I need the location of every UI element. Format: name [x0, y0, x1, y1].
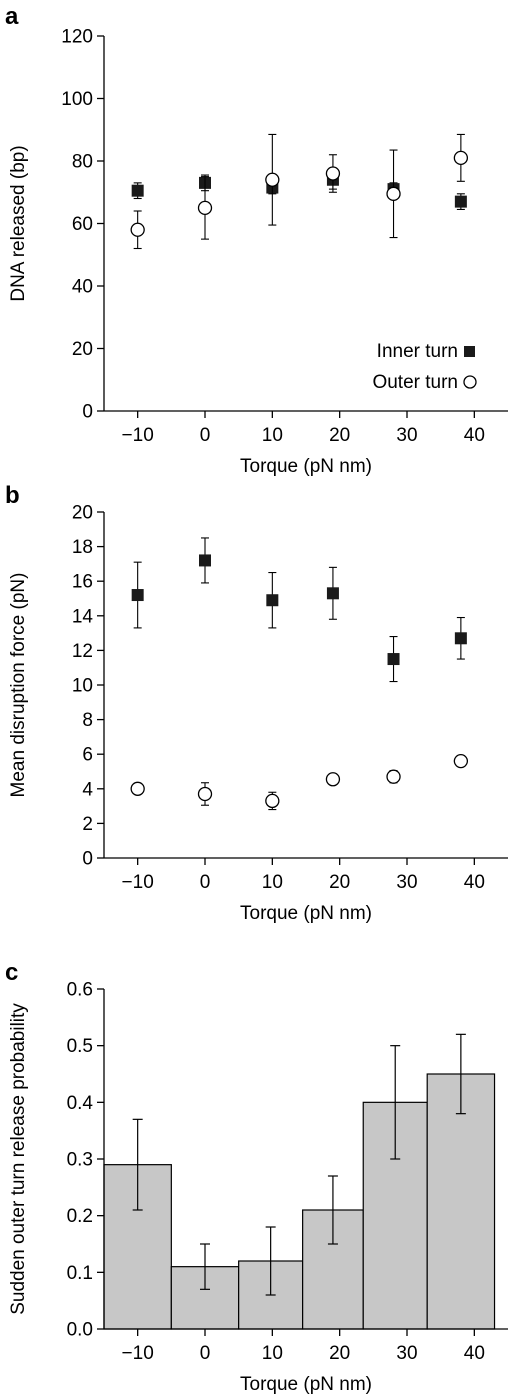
panel-a-plot: 0 20 40 60 80 100 120 −10 0 10 20 30 40 Torque (pN nm…: [8, 27, 508, 477]
data-point-square: [454, 632, 467, 645]
data-point-square: [199, 554, 211, 567]
y-tick-label: 0.5: [67, 1036, 93, 1057]
y-tick-label: 0.0: [67, 1320, 93, 1341]
x-tick-label: −10: [122, 1343, 154, 1364]
y-tick-label: 0.6: [67, 980, 93, 1001]
panel-b-letter: b: [5, 482, 20, 509]
y-tick-label: 0.4: [67, 1093, 94, 1114]
y-tick-label: 14: [72, 606, 94, 627]
data-point-circle: [325, 166, 341, 181]
x-tick-label: 0: [200, 872, 211, 893]
y-tick-label: 18: [72, 537, 93, 558]
y-tick-label: 10: [72, 676, 93, 697]
data-point-circle: [265, 793, 280, 809]
x-tick-label: 10: [262, 1343, 283, 1364]
panel-c: c 0.0 0.1 0.2 0.3 0.4 0.5 0.6 −10 0 10 20 30 40 Torqu…: [5, 959, 508, 1395]
y-tick-label: 100: [61, 89, 93, 110]
y-tick-label: 8: [82, 710, 93, 731]
data-point-square: [326, 587, 339, 600]
y-tick-label: 40: [72, 277, 93, 298]
y-axis-title: Mean disruption force (pN): [8, 573, 29, 798]
y-tick-label: 0.2: [67, 1206, 93, 1227]
data-point-circle: [197, 200, 213, 216]
y-tick-label: 60: [72, 214, 93, 235]
x-tick-label: 40: [464, 872, 485, 893]
x-tick-label: 40: [464, 425, 485, 446]
x-tick-label: −10: [122, 425, 154, 446]
bar: [426, 1073, 496, 1330]
panel-a-letter: a: [5, 3, 19, 30]
x-tick-label: 0: [200, 425, 211, 446]
x-axis-title: Torque (pN nm): [240, 903, 372, 924]
x-tick-label: 0: [200, 1343, 211, 1364]
x-tick-label: 20: [329, 425, 350, 446]
panel-c-plot: 0.0 0.1 0.2 0.3 0.4 0.5 0.6 −10 0 10 20 30 40 Torque …: [8, 980, 508, 1395]
data-point-circle: [265, 172, 280, 187]
x-tick-label: 20: [329, 1343, 350, 1364]
data-point-square: [131, 589, 144, 602]
y-axis-title: DNA released (bp): [8, 145, 29, 301]
y-tick-label: 20: [72, 503, 93, 524]
panel-b-plot: 0 2 4 6 8 10 12 14 16 18 20 −10 0 10 20 30 40 Torque (pN …: [8, 503, 508, 924]
x-tick-label: 20: [329, 872, 350, 893]
data-point-circle: [325, 772, 341, 787]
y-tick-label: 0: [82, 849, 93, 870]
x-tick-label: −10: [122, 872, 154, 893]
y-tick-label: 2: [82, 814, 93, 835]
x-tick-label: 30: [396, 425, 417, 446]
data-point-square: [131, 184, 144, 197]
data-point-circle: [386, 769, 401, 784]
panel-a: a 0 20 40 60 80 100 120 −10 0 10 20 30 40 Torque (pN …: [5, 3, 508, 477]
data-point-circle: [130, 781, 145, 796]
data-point-circle: [197, 786, 213, 802]
x-tick-label: 40: [464, 1343, 485, 1364]
panel-a-legend: Inner turn Outer turn: [372, 341, 477, 393]
y-tick-label: 80: [72, 152, 93, 173]
y-tick-label: 6: [82, 745, 93, 766]
data-point-circle: [453, 753, 469, 769]
y-tick-label: 0.3: [67, 1150, 93, 1171]
legend-inner-turn-label: Inner turn: [377, 341, 458, 362]
y-tick-label: 12: [72, 641, 93, 662]
legend-outer-turn-label: Outer turn: [372, 372, 458, 393]
data-point-square: [266, 594, 279, 607]
y-tick-label: 16: [72, 572, 93, 593]
panel-c-letter: c: [5, 959, 18, 986]
y-tick-label: 0.1: [67, 1263, 93, 1284]
x-axis-title: Torque (pN nm): [240, 1374, 372, 1395]
data-point-square: [387, 653, 400, 666]
y-tick-label: 20: [72, 339, 93, 360]
legend-inner-turn-marker: [464, 346, 475, 357]
y-tick-label: 0: [82, 402, 93, 423]
data-point-square: [454, 195, 467, 208]
data-point-circle: [130, 222, 145, 237]
y-tick-label: 4: [82, 779, 93, 800]
y-axis-title: Sudden outer turn release probability: [8, 1003, 29, 1315]
x-tick-label: 10: [262, 872, 283, 893]
x-tick-label: 10: [262, 425, 283, 446]
data-point-circle: [453, 150, 469, 166]
legend-outer-turn-marker: [463, 375, 477, 389]
data-point-circle: [386, 186, 401, 201]
x-tick-label: 30: [396, 1343, 417, 1364]
panel-b: b 0 2 4 6 8 10 12 14 16 18 20 −10 0 10 20 30 40 Torque (p…: [5, 482, 508, 924]
x-axis-title: Torque (pN nm): [240, 456, 372, 477]
x-tick-label: 30: [396, 872, 417, 893]
y-tick-label: 120: [61, 27, 93, 48]
